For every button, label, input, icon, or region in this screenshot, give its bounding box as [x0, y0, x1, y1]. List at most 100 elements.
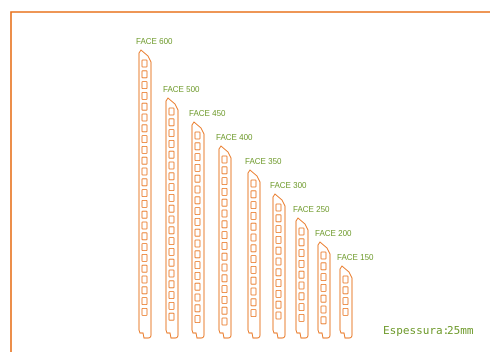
profile-slot: [141, 297, 148, 306]
profile-slot: [194, 271, 201, 280]
profile-label-face-150: FACE 150: [337, 253, 374, 262]
profile-face-500: FACE 500: [163, 85, 200, 339]
profile-label-face-300: FACE 300: [270, 181, 307, 190]
profile-slot: [275, 203, 282, 212]
profile-slot: [194, 174, 201, 183]
profile-slot: [168, 150, 175, 159]
profile-slot: [221, 317, 228, 326]
profile-slot: [141, 92, 148, 100]
profile-face-200: FACE 200: [315, 229, 352, 339]
profile-slot: [194, 315, 201, 324]
profile-slot: [194, 261, 201, 270]
sheet-frame-border: [10, 11, 490, 352]
profile-slot: [298, 270, 305, 279]
profile-slot: [221, 241, 228, 250]
profile-slot: [298, 281, 305, 290]
profile-slot: [221, 220, 228, 229]
profile-slot: [221, 274, 228, 283]
profile-slot: [250, 179, 257, 188]
profile-slot: [168, 312, 175, 321]
profile-slot: [250, 298, 257, 307]
profile-slot: [250, 201, 257, 210]
profile-face-450: FACE 450: [189, 109, 226, 339]
profile-slot: [194, 282, 201, 291]
profile-outline: [339, 265, 353, 339]
profile-slot: [168, 247, 175, 256]
profile-label-face-250: FACE 250: [293, 205, 330, 214]
profile-slot: [194, 153, 201, 162]
profile-slot: [168, 183, 175, 192]
thickness-label: Espessura:: [383, 324, 449, 337]
profile-outline: [191, 121, 205, 339]
profile-slot: [320, 273, 327, 282]
profile-outline: [165, 97, 179, 339]
profile-slot: [141, 145, 148, 154]
profile-slot: [275, 300, 282, 309]
profile-slot: [221, 295, 228, 304]
profile-slot: [221, 198, 228, 207]
profile-face-600: FACE 600: [136, 37, 173, 339]
profile-slot: [194, 142, 201, 151]
profile-slot: [168, 161, 175, 170]
profile-slot: [168, 129, 175, 138]
profile-slot: [342, 286, 349, 295]
profile-face-350: FACE 350: [245, 157, 282, 339]
profile-slot: [141, 124, 148, 133]
profile-slot: [250, 244, 257, 253]
profile-slot: [298, 259, 305, 268]
profile-slot: [320, 316, 327, 325]
profile-label-face-350: FACE 350: [245, 157, 282, 166]
profile-slot: [168, 204, 175, 213]
profile-slot: [250, 255, 257, 264]
profile-slot: [221, 187, 228, 196]
profile-slot: [250, 287, 257, 296]
profile-slot: [320, 305, 327, 314]
profile-outline: [247, 169, 261, 339]
profile-slot: [275, 246, 282, 255]
profile-outline: [272, 193, 286, 339]
profile-slot: [141, 221, 148, 230]
profile-slot: [250, 265, 257, 274]
profile-slot: [168, 118, 175, 127]
profile-slot: [194, 250, 201, 259]
profile-slot: [141, 178, 148, 187]
profile-slot: [141, 102, 148, 111]
profile-face-150: FACE 150: [337, 253, 374, 339]
profile-slot: [141, 307, 148, 316]
profile-slot: [194, 293, 201, 302]
profile-slot: [221, 252, 228, 261]
profile-slot: [250, 309, 257, 318]
profile-slot: [194, 217, 201, 226]
profile-slot: [194, 239, 201, 248]
profile-slot: [298, 249, 305, 258]
profile-slot: [141, 156, 148, 165]
profile-slot: [250, 233, 257, 242]
profile-slot: [141, 286, 148, 295]
thickness-value: 25mm: [447, 324, 474, 337]
profile-slot: [298, 292, 305, 301]
profile-slot: [250, 190, 257, 199]
profile-slot: [342, 297, 349, 306]
profile-slot: [221, 231, 228, 240]
profile-slot: [141, 70, 148, 79]
profile-slot: [168, 269, 175, 278]
profile-slot: [298, 238, 305, 247]
profile-slot: [221, 155, 228, 164]
profile-label-face-600: FACE 600: [136, 37, 173, 46]
profile-slot: [342, 275, 349, 284]
profile-slot: [221, 209, 228, 218]
profile-outline: [295, 217, 309, 339]
profile-slot: [141, 135, 148, 144]
profile-slot: [298, 313, 305, 322]
profile-slot: [221, 166, 228, 175]
profile-slot: [168, 172, 175, 181]
profile-label-face-400: FACE 400: [216, 133, 253, 142]
profile-slot: [168, 258, 175, 267]
profile-slot: [168, 139, 175, 148]
profile-slot: [275, 311, 282, 320]
profile-slot: [168, 280, 175, 289]
profile-slot: [168, 301, 175, 310]
profile-slot: [141, 243, 148, 252]
